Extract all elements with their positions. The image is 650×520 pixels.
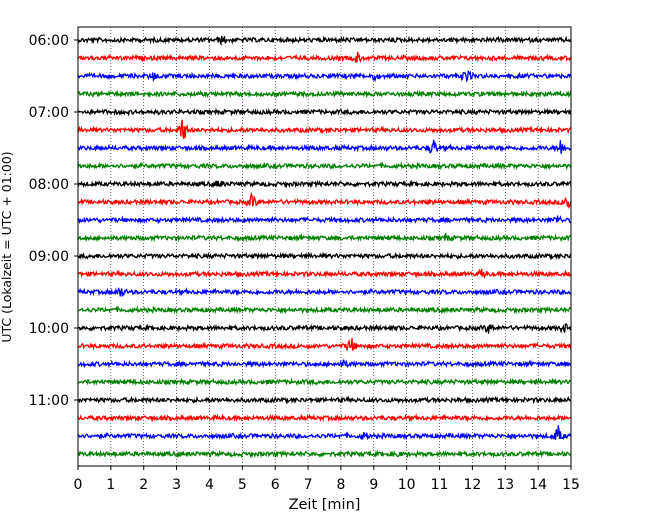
trace-07:45 xyxy=(77,161,572,171)
y-tick-label: 08:00 xyxy=(29,177,69,193)
x-tick-label: 14 xyxy=(529,477,547,493)
x-tick-label: 2 xyxy=(139,477,148,493)
y-tick-label: 11:00 xyxy=(29,393,69,409)
x-tick-label: 4 xyxy=(205,477,214,493)
y-axis-ticks: 06:00 07:00 08:00 09:00 10:00 11:00 xyxy=(29,33,78,409)
trace-07:15 xyxy=(77,119,572,139)
trace-07:30 xyxy=(77,139,572,155)
x-tick-label: 6 xyxy=(271,477,280,493)
trace-10:15 xyxy=(77,338,572,353)
trace-09:00 xyxy=(77,251,572,261)
trace-06:30 xyxy=(77,69,572,83)
y-axis-label: UTC (Lokalzeit = UTC + 01:00) xyxy=(0,151,14,342)
x-tick-label: 8 xyxy=(336,477,345,493)
trace-10:45 xyxy=(77,377,572,387)
trace-09:15 xyxy=(77,268,572,279)
x-tick-label: 5 xyxy=(238,477,247,493)
x-tick-label: 10 xyxy=(398,477,416,493)
x-tick-label: 3 xyxy=(172,477,181,493)
trace-rows xyxy=(77,35,572,459)
x-tick-label: 12 xyxy=(463,477,481,493)
trace-09:45 xyxy=(77,305,572,315)
trace-10:00 xyxy=(77,323,572,334)
trace-07:00 xyxy=(77,107,572,117)
y-tick-label: 06:00 xyxy=(29,33,69,49)
x-tick-label: 1 xyxy=(106,477,115,493)
trace-11:15 xyxy=(77,413,572,423)
trace-11:30 xyxy=(77,425,572,441)
trace-09:30 xyxy=(77,287,572,297)
trace-06:45 xyxy=(77,89,572,99)
trace-08:00 xyxy=(77,179,572,189)
plot-frame xyxy=(77,26,572,467)
trace-08:30 xyxy=(77,215,572,225)
trace-10:30 xyxy=(77,359,572,369)
x-axis-ticks: 0 1 2 3 4 5 6 7 8 9 10 11 12 13 14 15 xyxy=(74,466,580,493)
trace-08:45 xyxy=(77,232,572,243)
y-tick-label: 09:00 xyxy=(29,249,69,265)
trace-11:45 xyxy=(77,449,572,459)
x-axis-label: Zeit [min] xyxy=(289,497,361,513)
trace-06:00 xyxy=(77,35,572,47)
trace-11:00 xyxy=(77,395,572,405)
x-tick-label: 13 xyxy=(496,477,514,493)
y-tick-label: 07:00 xyxy=(29,105,69,121)
trace-08:15 xyxy=(77,191,572,209)
x-tick-label: 11 xyxy=(431,477,449,493)
x-tick-label: 0 xyxy=(74,477,83,493)
x-tick-label: 9 xyxy=(369,477,378,493)
trace-06:15 xyxy=(77,51,572,64)
y-tick-label: 10:00 xyxy=(29,321,69,337)
x-tick-label: 7 xyxy=(304,477,313,493)
x-tick-label: 15 xyxy=(562,477,580,493)
